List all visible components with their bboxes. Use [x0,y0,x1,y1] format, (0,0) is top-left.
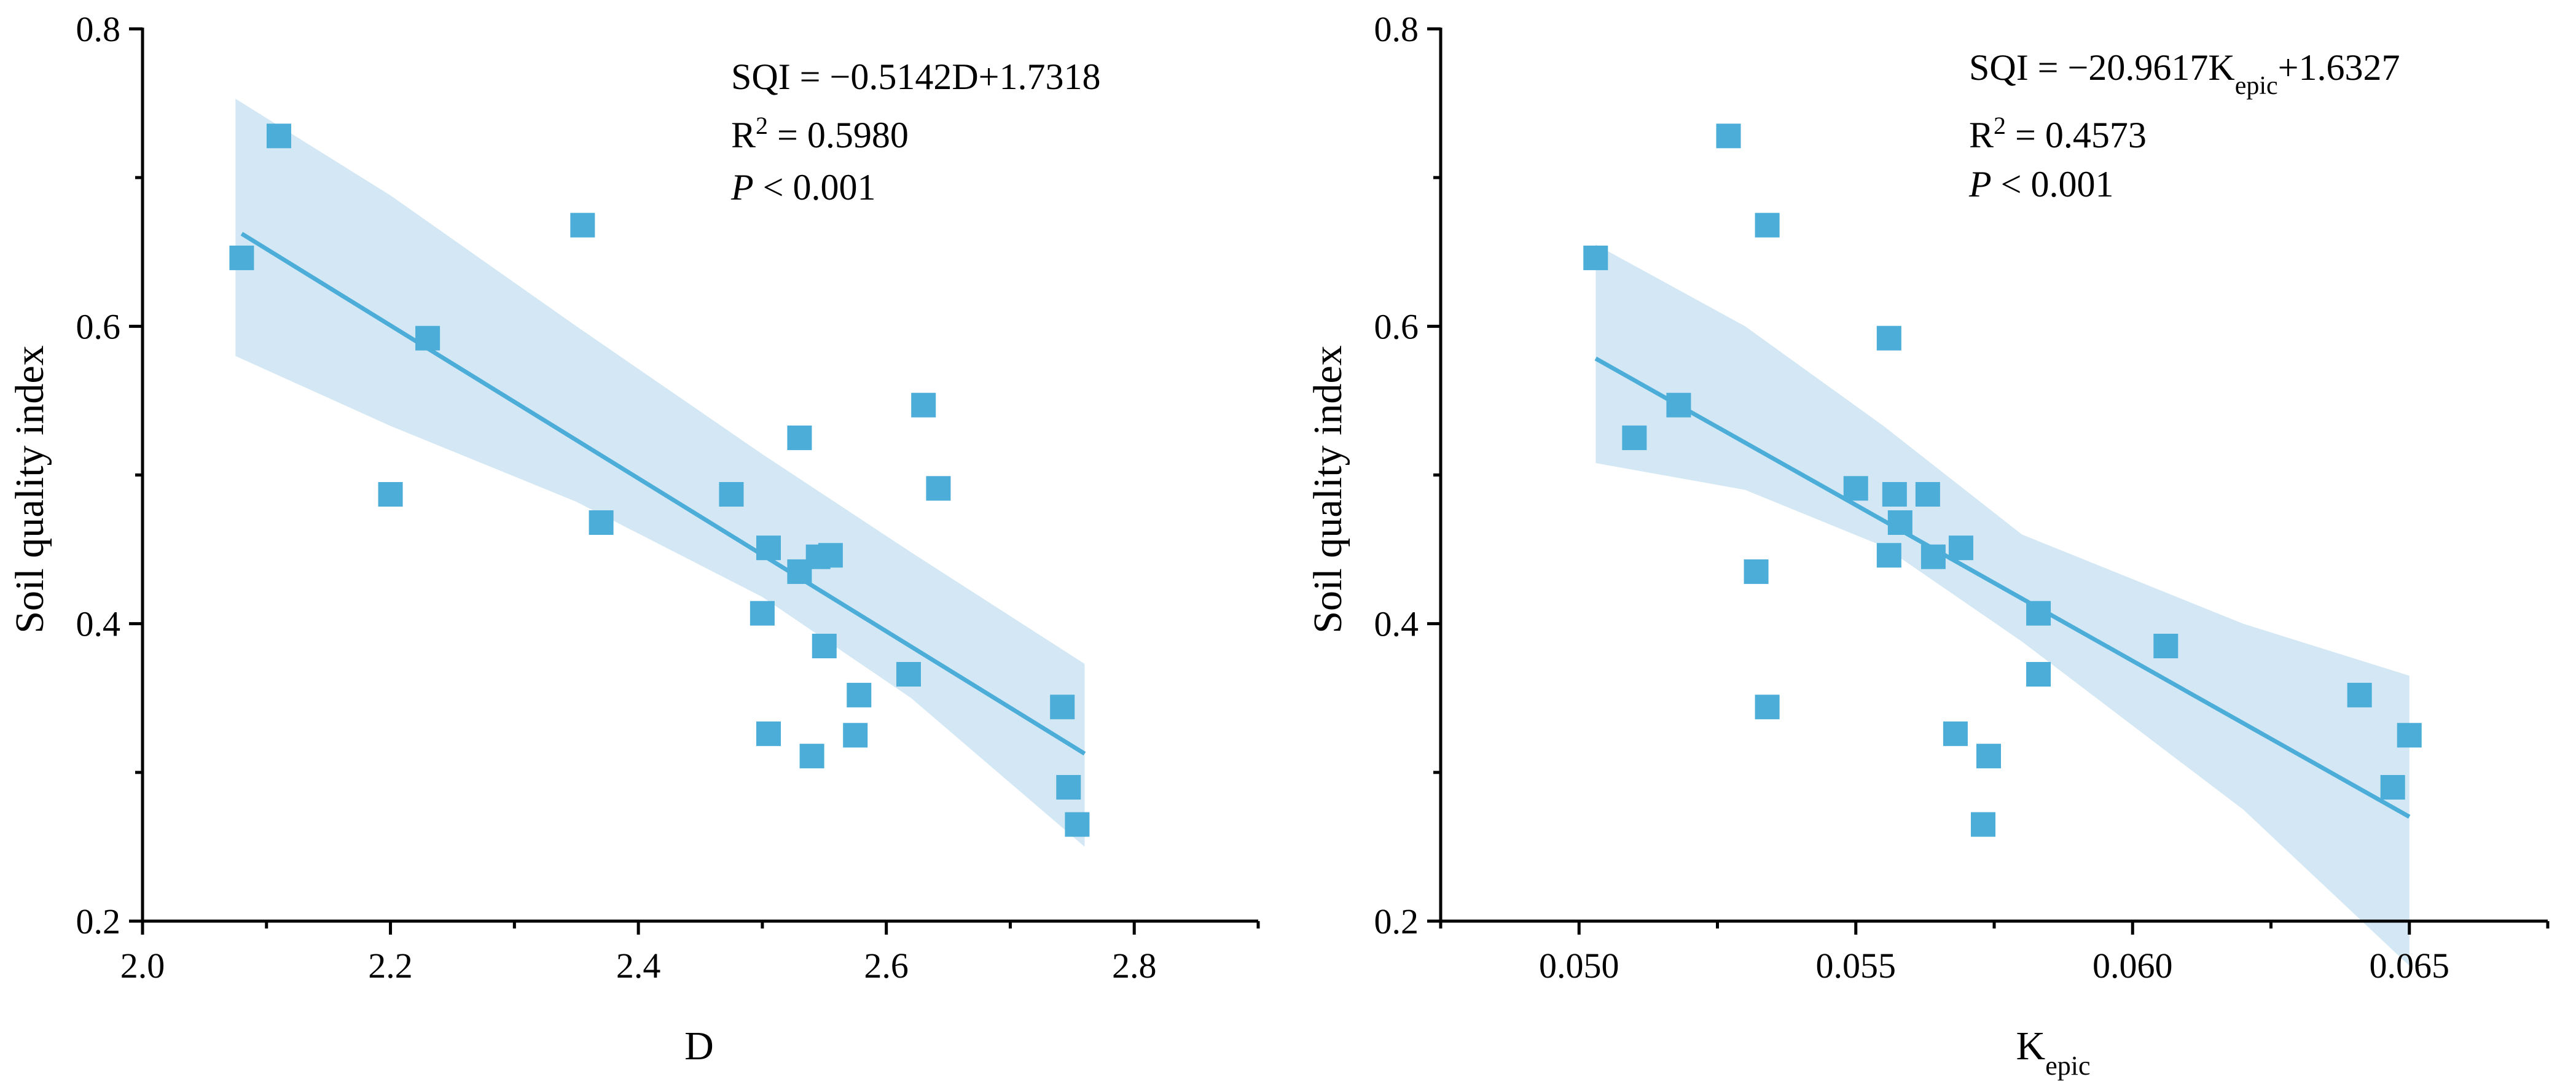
right-data-point-14 [1943,721,1968,746]
right-data-point-5 [1755,212,1780,238]
right-data-point-4 [1744,559,1769,584]
right-y-tick-label: 0.8 [1374,9,1419,49]
right-data-point-11 [1887,510,1912,535]
left-data-point-7 [750,601,775,626]
left-regression-equation: SQI = −0.5142D+1.7318 [731,56,1101,97]
right-x-tick-label: 0.050 [1539,946,1619,986]
right-data-point-8 [1876,543,1901,568]
left-y-tick-label: 0.2 [76,901,121,941]
left-x-tick-label: 2.2 [368,946,413,986]
right-data-point-3 [1716,123,1741,149]
left-data-point-14 [812,633,837,658]
right-data-point-2 [1666,392,1691,418]
right-x-tick-label: 0.060 [2093,946,2173,986]
left-data-point-1 [266,123,291,149]
left-data-point-17 [847,682,872,707]
right-data-point-17 [1976,744,2001,769]
right-data-point-9 [1876,325,1901,351]
left-scatter-plot: 2.0 2.2 2.4 2.6 2.8 0.2 0.4 0.6 0.8 Soil quality… [7,9,1260,1069]
right-scatter-plot: 0.050 0.055 0.060 0.065 0.2 0.4 0.6 0.8 Soil qu… [1306,9,2550,1081]
right-data-point-0 [1583,245,1608,270]
left-r-squared: R2 = 0.5980 [731,112,909,156]
right-data-point-6 [1755,695,1780,720]
left-x-tick-label: 2.8 [1112,946,1157,986]
right-data-point-20 [2153,633,2179,658]
right-y-axis-title: Soil quality index [1306,345,1350,633]
right-data-point-22 [2380,775,2405,800]
left-data-point-9 [756,721,781,746]
left-x-axis-title: D [684,1024,714,1069]
left-data-point-3 [415,325,440,351]
left-data-point-4 [570,212,595,238]
right-regression-equation: SQI = −20.9617Kepic+1.6327 [1969,47,2400,100]
left-data-point-6 [719,481,744,507]
right-data-point-18 [2026,601,2051,626]
left-data-point-19 [911,392,936,418]
left-confidence-band [235,98,1085,847]
right-y-tick-label: 0.2 [1374,901,1419,941]
left-data-point-23 [1065,812,1090,837]
left-y-tick-label: 0.6 [76,306,121,346]
right-data-point-10 [1882,481,1907,507]
right-data-point-21 [2347,682,2372,707]
left-y-tick-label: 0.4 [76,604,121,644]
right-y-tick-label: 0.4 [1374,604,1419,644]
left-data-point-11 [787,425,812,450]
left-data-point-2 [378,481,403,507]
right-data-point-16 [1970,812,1995,837]
left-data-point-12 [799,744,824,769]
left-fit-line [240,232,1086,756]
left-data-point-15 [818,543,843,568]
right-data-point-23 [2397,723,2422,748]
left-y-tick-label: 0.8 [76,9,121,49]
right-data-point-15 [1948,535,1973,561]
left-x-tick-label: 2.0 [120,946,165,986]
left-x-tick-label: 2.4 [616,946,661,986]
left-y-axis-title: Soil quality index [7,345,52,633]
left-p-value: P < 0.001 [730,167,876,208]
right-p-value: P < 0.001 [1968,164,2114,204]
right-x-tick-label: 0.055 [1816,946,1897,986]
right-x-tick-label: 0.065 [2370,946,2450,986]
left-data-point-5 [589,510,614,535]
right-x-axis-title: Kepic [2016,1024,2091,1081]
right-fit-line [1594,356,2411,819]
right-y-tick-label: 0.6 [1374,306,1419,346]
left-data-point-22 [1056,775,1081,800]
right-data-point-13 [1920,544,1946,569]
right-data-point-19 [2026,662,2051,687]
right-data-point-7 [1843,476,1868,501]
right-data-point-12 [1915,481,1940,507]
left-x-tick-label: 2.6 [864,946,909,986]
left-data-point-18 [896,662,921,687]
left-data-point-0 [229,245,254,270]
right-confidence-band [1595,244,2410,966]
left-data-point-16 [843,723,868,748]
left-data-point-21 [1050,695,1075,720]
left-data-point-20 [926,476,951,501]
right-data-point-1 [1622,425,1647,450]
left-data-point-8 [756,535,781,561]
right-r-squared: R2 = 0.4573 [1969,112,2147,156]
